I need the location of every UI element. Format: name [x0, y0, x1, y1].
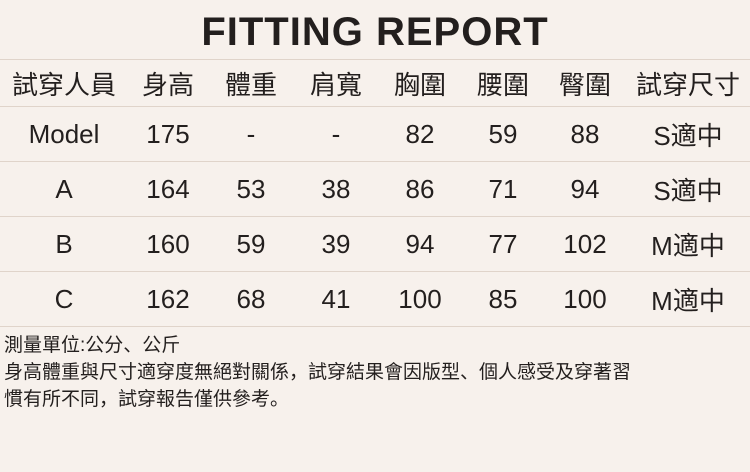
table-row: C 162 68 41 100 85 100 M適中 [0, 271, 750, 327]
cell-size: S適中 [626, 161, 750, 217]
cell-size: M適中 [626, 216, 750, 272]
footnotes: 測量單位:公分、公斤 身高體重與尺寸適穿度無絕對關係，試穿結果會因版型、個人感受… [0, 327, 750, 414]
cell-hip: 102 [544, 216, 626, 272]
cell-waist: 77 [462, 216, 544, 272]
column-header-hip: 臀圍 [544, 59, 626, 107]
cell-shoulder: 38 [294, 161, 378, 217]
cell-size: S適中 [626, 106, 750, 162]
footnote-disclaimer-line1: 身高體重與尺寸適穿度無絕對關係，試穿結果會因版型、個人感受及穿著習 [4, 361, 632, 383]
cell-hip: 94 [544, 161, 626, 217]
cell-weight: 53 [208, 161, 294, 217]
column-header-bust: 胸圍 [378, 59, 462, 107]
cell-waist: 71 [462, 161, 544, 217]
cell-weight: - [208, 106, 294, 162]
cell-height: 160 [128, 216, 208, 272]
table-row: A 164 53 38 86 71 94 S適中 [0, 161, 750, 217]
cell-bust: 86 [378, 161, 462, 217]
cell-person: A [0, 161, 128, 217]
cell-person: Model [0, 106, 128, 162]
table-header-row: 試穿人員 身高 體重 肩寬 胸圍 腰圍 臀圍 試穿尺寸 [0, 59, 750, 107]
column-header-shoulder: 肩寬 [294, 59, 378, 107]
cell-size: M適中 [626, 271, 750, 327]
page-title: FITTING REPORT [201, 10, 549, 54]
table-row: Model 175 - - 82 59 88 S適中 [0, 106, 750, 162]
cell-person: B [0, 216, 128, 272]
cell-hip: 88 [544, 106, 626, 162]
cell-shoulder: 41 [294, 271, 378, 327]
column-header-waist: 腰圍 [462, 59, 544, 107]
column-header-weight: 體重 [208, 59, 294, 107]
cell-weight: 59 [208, 216, 294, 272]
cell-height: 162 [128, 271, 208, 327]
cell-person: C [0, 271, 128, 327]
cell-hip: 100 [544, 271, 626, 327]
column-header-height: 身高 [128, 59, 208, 107]
cell-bust: 94 [378, 216, 462, 272]
column-header-size: 試穿尺寸 [626, 59, 750, 107]
cell-weight: 68 [208, 271, 294, 327]
cell-shoulder: - [294, 106, 378, 162]
table-row: B 160 59 39 94 77 102 M適中 [0, 216, 750, 272]
cell-height: 164 [128, 161, 208, 217]
cell-shoulder: 39 [294, 216, 378, 272]
cell-waist: 59 [462, 106, 544, 162]
fitting-report-table: 試穿人員 身高 體重 肩寬 胸圍 腰圍 臀圍 試穿尺寸 Model 175 - … [0, 59, 750, 327]
cell-waist: 85 [462, 271, 544, 327]
cell-height: 175 [128, 106, 208, 162]
footnote-units: 測量單位:公分、公斤 [4, 335, 181, 356]
footnote-disclaimer-line2: 慣有所不同，試穿報告僅供參考。 [4, 388, 290, 410]
cell-bust: 82 [378, 106, 462, 162]
column-header-person: 試穿人員 [0, 59, 128, 107]
cell-bust: 100 [378, 271, 462, 327]
